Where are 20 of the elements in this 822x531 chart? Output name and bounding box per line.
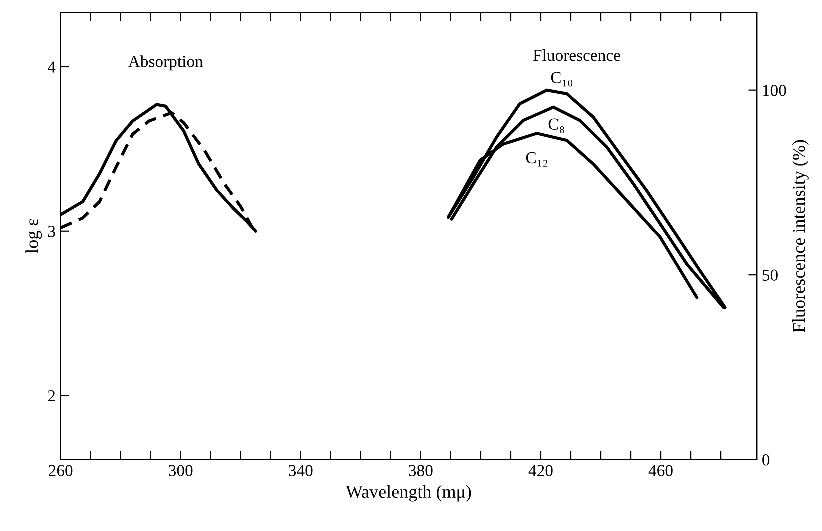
y2-tick-label: 50 xyxy=(762,270,778,282)
series-label: C₁₂ xyxy=(526,152,548,167)
x-axis-title: Wavelength (mμ) xyxy=(346,485,472,502)
y-tick-label: 4 xyxy=(48,62,56,73)
y2-tick-label: 100 xyxy=(763,85,786,96)
y2-tick-label: 0 xyxy=(762,454,770,466)
annotation: Absorption xyxy=(128,56,204,71)
x-tick-label: 300 xyxy=(169,465,193,476)
annotation: Fluorescence xyxy=(534,49,620,62)
y-tick-label: 2 xyxy=(48,390,56,402)
x-tick-label: 260 xyxy=(49,465,73,476)
series-label: C₁₀ xyxy=(551,72,573,87)
x-tick-label: 340 xyxy=(289,465,313,476)
x-tick-label: 460 xyxy=(648,465,673,476)
y2-axis-title: Fluorescence intensity (%) xyxy=(792,140,809,333)
x-tick-label: 380 xyxy=(409,465,433,476)
y-axis-title: log ε xyxy=(26,219,42,254)
y-tick-label: 3 xyxy=(48,226,56,238)
series-label: C₈ xyxy=(548,118,564,134)
x-tick-label: 420 xyxy=(528,465,553,476)
